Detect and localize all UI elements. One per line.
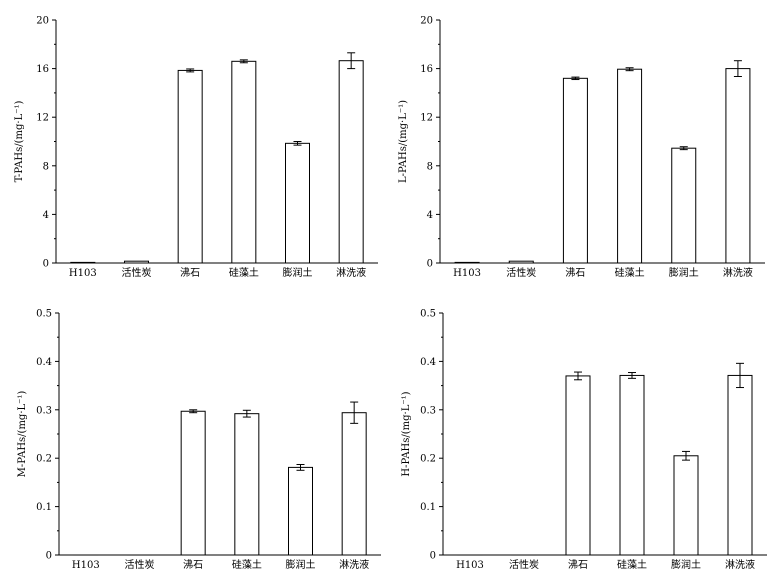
- y-tick-label: 0.3: [36, 405, 52, 416]
- chart-panel-2: 0 4 8 12 16 20 H103 活性炭 沸石 硅藻土 膨润土 淋洗液 L-PAHs/(mg·L⁻…: [398, 16, 765, 279]
- y-tick-label: 0.3: [420, 405, 436, 416]
- y-tick-label: 12: [36, 113, 49, 124]
- x-tick-label: 淋洗液: [339, 558, 369, 571]
- y-tick-label: 16: [36, 64, 49, 75]
- bar-淋洗液: [338, 60, 364, 264]
- x-tick-label: 活性炭: [509, 558, 539, 571]
- x-tick-label: 沸石: [183, 558, 203, 571]
- x-tick-label: 沸石: [568, 558, 588, 571]
- x-tick-label: 活性炭: [506, 266, 536, 279]
- y-tick-label: 0: [427, 259, 433, 270]
- x-tick-label: H103: [69, 268, 97, 279]
- y-tick-label: 4: [427, 210, 433, 221]
- y-tick-label: 0.1: [36, 502, 52, 513]
- bar-硅藻土: [619, 374, 645, 556]
- bar-活性炭: [124, 260, 149, 264]
- y-tick-label: 8: [43, 161, 49, 172]
- x-tick-label: 膨润土: [671, 558, 701, 571]
- x-tick-label: H103: [456, 560, 484, 571]
- bar-沸石: [177, 69, 203, 264]
- bar-膨润土: [673, 455, 699, 556]
- chart-panel-1: 0 4 8 12 16 20 H103 活性炭 沸石 硅藻土 膨润土 淋洗液 T-PAHs/(mg·L⁻…: [14, 16, 378, 279]
- bar-膨润土: [285, 142, 310, 264]
- y-axis-title: T-PAHs/(mg·L⁻¹): [14, 101, 25, 183]
- y-tick-label: 16: [420, 64, 433, 75]
- x-tick-label: 硅藻土: [615, 266, 645, 279]
- bar-膨润土: [288, 466, 313, 556]
- chart-panel-4: 0 0.1 0.2 0.3 0.4 0.5 H103 活性炭 沸石 硅藻土 膨润土 淋洗液 H-PAHs…: [401, 309, 767, 571]
- y-tick-label: 0.2: [420, 454, 436, 465]
- bar-膨润土: [671, 147, 697, 264]
- y-tick-label: 12: [420, 113, 433, 124]
- y-tick-label: 8: [427, 161, 433, 172]
- y-tick-label: 0.1: [420, 502, 436, 513]
- y-tick-label: 0.5: [420, 309, 436, 320]
- bar-H103: [454, 261, 480, 264]
- x-tick-label: H103: [72, 560, 100, 571]
- y-tick-label: 0.4: [420, 357, 436, 368]
- x-tick-label: 活性炭: [125, 558, 155, 571]
- bar-活性炭: [508, 260, 534, 264]
- y-tick-label: 0: [46, 551, 52, 562]
- chart-panel-3: 0 0.1 0.2 0.3 0.4 0.5 H103 活性炭 沸石 硅藻土 膨润土 淋洗液 M-PAHs…: [17, 309, 381, 571]
- bar-淋洗液: [341, 412, 367, 556]
- y-axis-title: L-PAHs/(mg·L⁻¹): [398, 100, 409, 183]
- x-tick-label: 硅藻土: [229, 266, 259, 279]
- bar-硅藻土: [231, 60, 257, 264]
- x-tick-label: H103: [453, 268, 481, 279]
- x-tick-label: 淋洗液: [723, 266, 753, 279]
- bar-淋洗液: [727, 374, 753, 556]
- y-tick-label: 4: [43, 210, 49, 221]
- x-tick-label: 淋洗液: [336, 266, 366, 279]
- bar-淋洗液: [725, 68, 751, 264]
- y-tick-label: 0: [43, 259, 49, 270]
- y-axis-title: H-PAHs/(mg·L⁻¹): [401, 391, 412, 476]
- y-tick-label: 20: [420, 16, 433, 27]
- x-tick-label: 硅藻土: [232, 558, 262, 571]
- bar-H103: [70, 261, 96, 264]
- bar-沸石: [180, 410, 206, 556]
- x-tick-label: 膨润土: [283, 266, 313, 279]
- bar-沸石: [565, 375, 591, 556]
- y-tick-label: 0.2: [36, 454, 52, 465]
- x-tick-label: 沸石: [180, 266, 200, 279]
- x-tick-label: 膨润土: [286, 558, 316, 571]
- x-tick-label: 淋洗液: [725, 558, 755, 571]
- y-tick-label: 0.5: [36, 309, 52, 320]
- y-tick-label: 0: [430, 551, 436, 562]
- bar-硅藻土: [617, 68, 643, 264]
- x-tick-label: 硅藻土: [617, 558, 647, 571]
- y-tick-label: 0.4: [36, 357, 52, 368]
- x-tick-label: 沸石: [565, 266, 585, 279]
- bar-沸石: [562, 77, 588, 264]
- x-tick-label: 膨润土: [669, 266, 699, 279]
- y-tick-label: 20: [36, 16, 49, 27]
- bar-硅藻土: [234, 413, 260, 556]
- x-tick-label: 活性炭: [122, 266, 152, 279]
- y-axis-title: M-PAHs/(mg·L⁻¹): [17, 391, 28, 478]
